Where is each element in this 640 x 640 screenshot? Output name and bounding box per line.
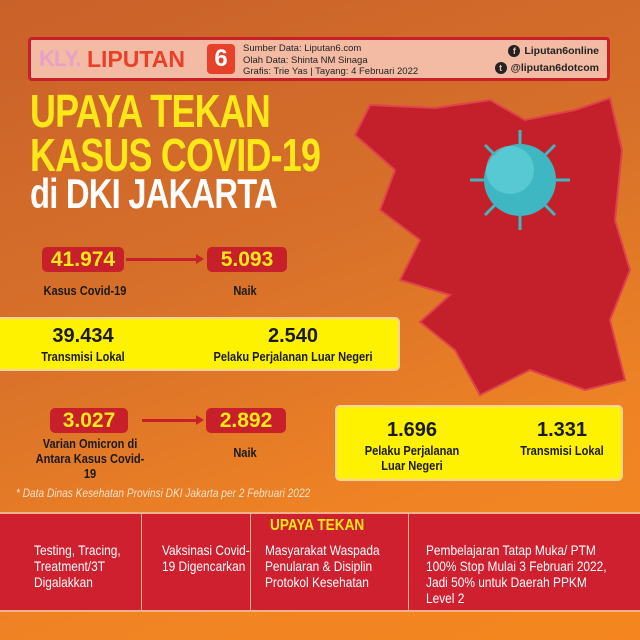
luar-negeri-value: 2.540 <box>267 325 319 347</box>
twitter-text: @liputan6dotcom <box>510 62 599 74</box>
omicron-luar-negeri-label: Pelaku Perjalanan Luar Negeri <box>364 443 460 473</box>
omicron-label: Varian Omicron di Antara Kasus Covid-19 <box>35 436 145 481</box>
upaya-item: Vaksinasi Covid-19 Digencarkan <box>142 514 251 610</box>
upaya-item: Pembelajaran Tatap Muka/ PTM 100% Stop M… <box>409 514 640 610</box>
upaya-item: Masyarakat Waspada Penularan & Disiplin … <box>251 514 409 610</box>
twitter-handle: t @liputan6dotcom <box>494 62 599 74</box>
omicron-naik-value: 2.892 <box>206 408 286 433</box>
facebook-text: Liputan6online <box>524 45 599 57</box>
luar-negeri-label: Pelaku Perjalanan Luar Negeri <box>213 349 373 364</box>
upaya-item-text: Vaksinasi Covid-19 Digencarkan <box>162 542 250 574</box>
omicron-luar-negeri-value: 1.696 <box>386 419 438 441</box>
facebook-icon: f <box>508 45 521 57</box>
source-credits: Sumber Data: Liputan6.com Olah Data: Shi… <box>243 43 418 78</box>
title-line-1: UPAYA TEKAN <box>30 85 271 137</box>
kasus-label: Kasus Covid-19 <box>43 283 127 298</box>
title-line-3: di DKI JAKARTA <box>30 170 278 217</box>
source-line: Sumber Data: Liputan6.com <box>243 43 362 54</box>
omicron-lokal-label: Transmisi Lokal <box>520 443 604 458</box>
liputan6-logo: LIPUTAN <box>87 46 185 72</box>
transmisi-box: 39.434 Transmisi Lokal 2.540 Pelaku Perj… <box>0 317 400 371</box>
kasus-value: 41.974 <box>42 247 124 272</box>
transmisi-lokal-value: 39.434 <box>52 325 114 347</box>
omicron-breakdown-box: 1.696 Pelaku Perjalanan Luar Negeri 1.33… <box>335 405 623 481</box>
upaya-item-text: Testing, Tracing, Treatment/3T Digalakka… <box>34 542 121 590</box>
facebook-handle: f Liputan6online <box>508 45 599 57</box>
virus-icon <box>470 130 570 230</box>
twitter-icon: t <box>494 62 507 74</box>
upaya-heading: UPAYA TEKAN <box>270 517 365 534</box>
title-line-2: KASUS COVID-19 <box>30 129 321 181</box>
omicron-naik-label: Naik <box>233 445 257 460</box>
jakarta-map <box>353 96 632 397</box>
arrow-icon <box>126 254 204 264</box>
omicron-value: 3.027 <box>50 408 128 433</box>
kasus-naik-label: Naik <box>233 283 257 298</box>
upaya-item: Testing, Tracing, Treatment/3T Digalakka… <box>0 514 142 610</box>
footnote: * Data Dinas Kesehatan Provinsi DKI Jaka… <box>16 488 311 500</box>
source-line: Grafis: Trie Yas | Tayang: 4 Februari 20… <box>243 66 419 77</box>
arrow-icon <box>142 415 204 425</box>
omicron-lokal-value: 1.331 <box>536 419 588 441</box>
upaya-panel: Testing, Tracing, Treatment/3T Digalakka… <box>0 512 640 612</box>
kasus-naik-value: 5.093 <box>207 247 287 272</box>
upaya-item-text: Masyarakat Waspada Penularan & Disiplin … <box>265 542 380 590</box>
liputan6-logo-six: 6 <box>207 44 235 74</box>
kly-logo: KLY. <box>39 46 82 71</box>
transmisi-lokal-label: Transmisi Lokal <box>41 349 125 364</box>
header-banner: KLY. LIPUTAN 6 Sumber Data: Liputan6.com… <box>28 37 610 81</box>
upaya-item-text: Pembelajaran Tatap Muka/ PTM 100% Stop M… <box>426 542 607 606</box>
source-line: Olah Data: Shinta NM Sinaga <box>243 54 368 66</box>
